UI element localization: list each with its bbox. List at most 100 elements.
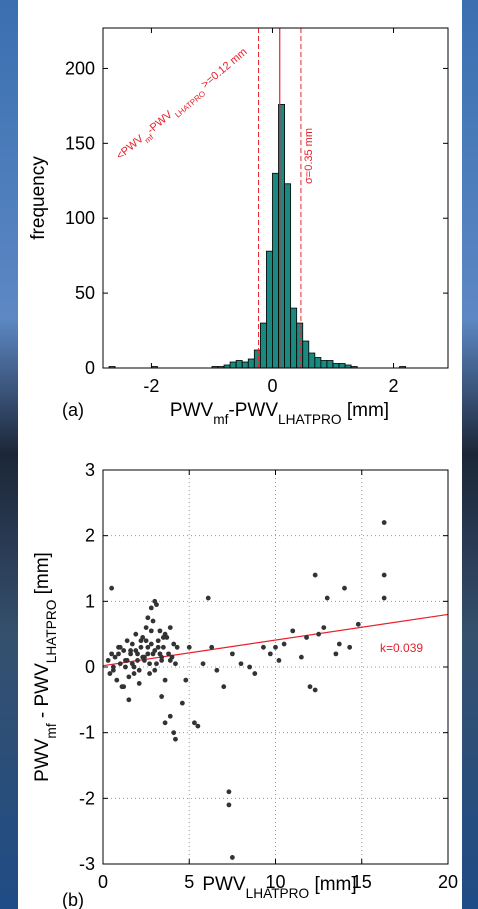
panel-label: (b) — [62, 890, 84, 909]
point — [162, 677, 168, 683]
y-axis-label-part: [mm] — [32, 552, 53, 600]
point — [136, 667, 142, 673]
point — [167, 625, 173, 630]
point — [155, 638, 161, 644]
point — [121, 684, 127, 690]
point — [110, 664, 116, 670]
point — [336, 641, 342, 647]
point — [229, 651, 235, 657]
point — [261, 644, 266, 650]
panel-label: (a) — [62, 400, 84, 420]
point — [159, 694, 165, 699]
point — [148, 641, 154, 647]
point — [186, 644, 192, 650]
point — [110, 667, 116, 673]
point — [381, 572, 387, 578]
point — [147, 661, 152, 667]
point — [157, 628, 163, 634]
point — [276, 658, 282, 663]
x-tick-label: 0 — [267, 376, 277, 396]
point — [148, 605, 154, 611]
point — [143, 638, 149, 644]
point — [157, 651, 163, 657]
point — [107, 671, 113, 676]
point — [171, 730, 177, 736]
point — [209, 644, 215, 650]
x-axis-label-part: mf — [213, 412, 228, 427]
point — [173, 736, 178, 742]
x-axis-label-part: PWV — [170, 400, 214, 421]
point — [142, 658, 147, 663]
point — [131, 671, 137, 676]
x-tick-label: 5 — [184, 872, 194, 892]
point — [173, 661, 178, 667]
point — [128, 648, 134, 653]
y-tick-label: -1 — [79, 723, 95, 743]
point — [117, 644, 123, 650]
point — [171, 641, 177, 647]
point — [155, 644, 161, 650]
x-axis-label-part: [mm] — [342, 400, 390, 421]
point — [205, 595, 211, 601]
point — [304, 635, 309, 640]
point — [312, 572, 318, 578]
bar — [229, 361, 237, 369]
point — [150, 618, 156, 624]
bar — [247, 358, 255, 369]
point — [133, 631, 139, 637]
point — [333, 651, 339, 657]
point — [152, 598, 158, 604]
y-tick-label: 3 — [85, 460, 95, 480]
bar — [320, 360, 328, 369]
point — [252, 671, 258, 676]
point — [316, 631, 322, 637]
x-tick-label: 15 — [352, 872, 372, 892]
point — [129, 641, 135, 647]
bar — [338, 363, 346, 369]
point — [123, 664, 128, 670]
axes-frame — [102, 27, 449, 369]
x-tick-label: 2 — [389, 376, 399, 396]
y-tick-label: -2 — [79, 788, 95, 808]
y-tick-label: 50 — [75, 283, 95, 303]
point — [307, 684, 313, 690]
point — [160, 644, 166, 650]
point — [154, 661, 159, 667]
point — [214, 667, 220, 673]
point — [160, 635, 166, 640]
point — [174, 644, 180, 650]
x-axis-label: PWVLHATPRO [mm] — [202, 874, 356, 901]
y-tick-label: 200 — [65, 58, 95, 78]
point — [290, 628, 296, 634]
point — [114, 677, 120, 683]
point — [347, 644, 353, 650]
point — [121, 648, 127, 653]
point — [355, 621, 361, 627]
bar — [332, 363, 340, 369]
bar — [296, 322, 304, 369]
point — [200, 661, 206, 667]
y-tick-label: 100 — [65, 208, 95, 228]
point — [145, 644, 151, 650]
point — [129, 661, 135, 667]
point — [145, 651, 151, 657]
point — [179, 700, 185, 706]
y-tick-label: 2 — [85, 526, 95, 546]
x-axis-label-part: PWV — [202, 874, 246, 895]
bar — [259, 322, 267, 369]
point — [147, 671, 152, 676]
point — [167, 713, 173, 719]
point — [145, 615, 151, 621]
point — [226, 802, 232, 808]
bar — [266, 250, 273, 369]
point — [112, 654, 118, 660]
x-tick-label: 20 — [438, 872, 458, 892]
x-tick-label: 0 — [98, 872, 108, 892]
bar — [253, 349, 261, 369]
bar — [290, 307, 298, 369]
point — [116, 651, 121, 657]
y-tick-label: 0 — [85, 358, 95, 378]
y-axis-label: PWVmf - PWVLHATPRO [mm] — [32, 552, 59, 782]
